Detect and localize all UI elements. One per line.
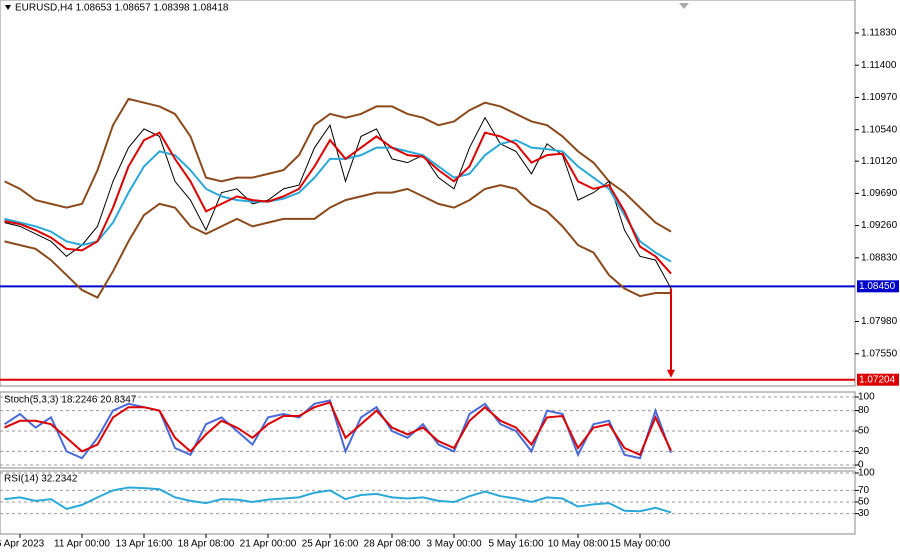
x-tick-label: 11 Apr 00:00 (54, 539, 110, 550)
y-tick-label: 1.11830 (861, 28, 897, 39)
y-tick-label: 80 (858, 405, 870, 416)
stoch-title: Stoch(5,3,3) 18.2246 20.8347 (4, 395, 137, 406)
y-tick-label: 50 (858, 497, 870, 508)
series-line (4, 401, 672, 457)
y-tick-label: 50 (858, 426, 870, 437)
level-label: 1.08450 (859, 281, 896, 292)
menu-arrow[interactable] (5, 5, 11, 10)
stoch-panel (0, 391, 856, 469)
y-tick-label: 1.07550 (861, 348, 898, 359)
y-tick-label: 20 (858, 446, 870, 457)
chart-title: EURUSD,H4 1.08653 1.08657 1.08398 1.0841… (15, 3, 229, 14)
rsi-title: RSI(14) 32.2342 (4, 474, 78, 485)
y-tick-label: 1.10120 (861, 156, 898, 167)
y-tick-label: 100 (858, 392, 875, 403)
x-tick-label: 28 Apr 08:00 (364, 539, 421, 550)
series-line (4, 97, 672, 233)
scroll-arrow[interactable] (679, 3, 689, 9)
x-tick-label: 21 Apr 00:00 (240, 539, 297, 550)
y-tick-label: 1.11400 (861, 60, 897, 71)
y-tick-label: 1.10540 (861, 124, 898, 135)
level-label: 1.07204 (859, 374, 896, 385)
series-line (4, 486, 672, 514)
x-tick-label: 25 Apr 16:00 (302, 539, 359, 550)
y-tick-label: 70 (858, 485, 870, 496)
x-tick-label: 15 May 00:00 (610, 539, 671, 550)
series-line (3, 399, 672, 460)
x-tick-label: 13 Apr 16:00 (116, 539, 173, 550)
y-tick-label: 1.10970 (861, 92, 898, 103)
x-tick-label: 3 May 00:00 (426, 539, 481, 550)
target-arrow-head (667, 369, 675, 378)
y-tick-label: 1.09690 (861, 188, 898, 199)
y-tick-label: 100 (858, 468, 875, 479)
y-tick-label: 30 (858, 508, 870, 519)
x-tick-label: 5 May 16:00 (488, 539, 543, 550)
level-label-box (857, 373, 899, 386)
y-tick-label: 1.07980 (861, 316, 898, 327)
x-tick-label: 18 Apr 08:00 (178, 539, 235, 550)
series-line (4, 139, 672, 263)
x-tick-label: 6 Apr 2023 (0, 539, 45, 550)
level-label-box (857, 280, 899, 293)
y-tick-label: 0 (858, 460, 864, 471)
series-line (4, 131, 672, 275)
y-tick-label: 1.09260 (861, 220, 898, 231)
y-tick-label: 1.08830 (861, 252, 898, 263)
series-line (4, 184, 671, 299)
x-tick-label: 10 May 08:00 (548, 539, 609, 550)
